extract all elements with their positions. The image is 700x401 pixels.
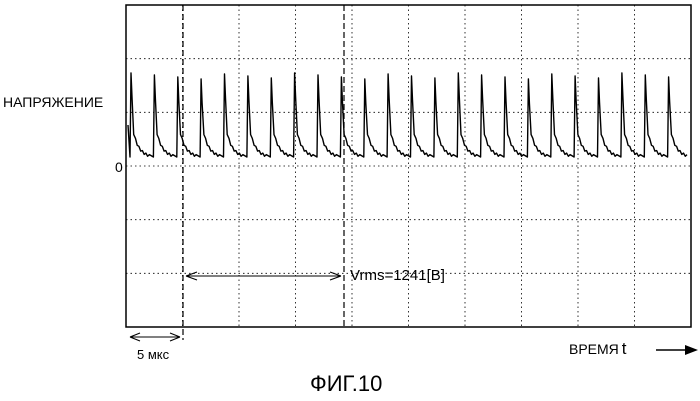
y-axis-label: НАПРЯЖЕНИЕ	[3, 94, 103, 110]
time-axis-arrowhead	[685, 345, 698, 355]
x-axis-symbol: t	[622, 339, 627, 358]
zero-level-label: 0	[115, 159, 123, 175]
time-division-label: 5 мкс	[137, 347, 169, 362]
voltage-trace	[128, 73, 687, 157]
figure-caption: ФИГ.10	[310, 371, 382, 397]
x-axis-label: ВРЕМЯt	[569, 339, 627, 359]
x-axis-label-text: ВРЕМЯ	[569, 341, 619, 357]
vrms-annotation: Vrms=1241[В]	[350, 267, 445, 284]
